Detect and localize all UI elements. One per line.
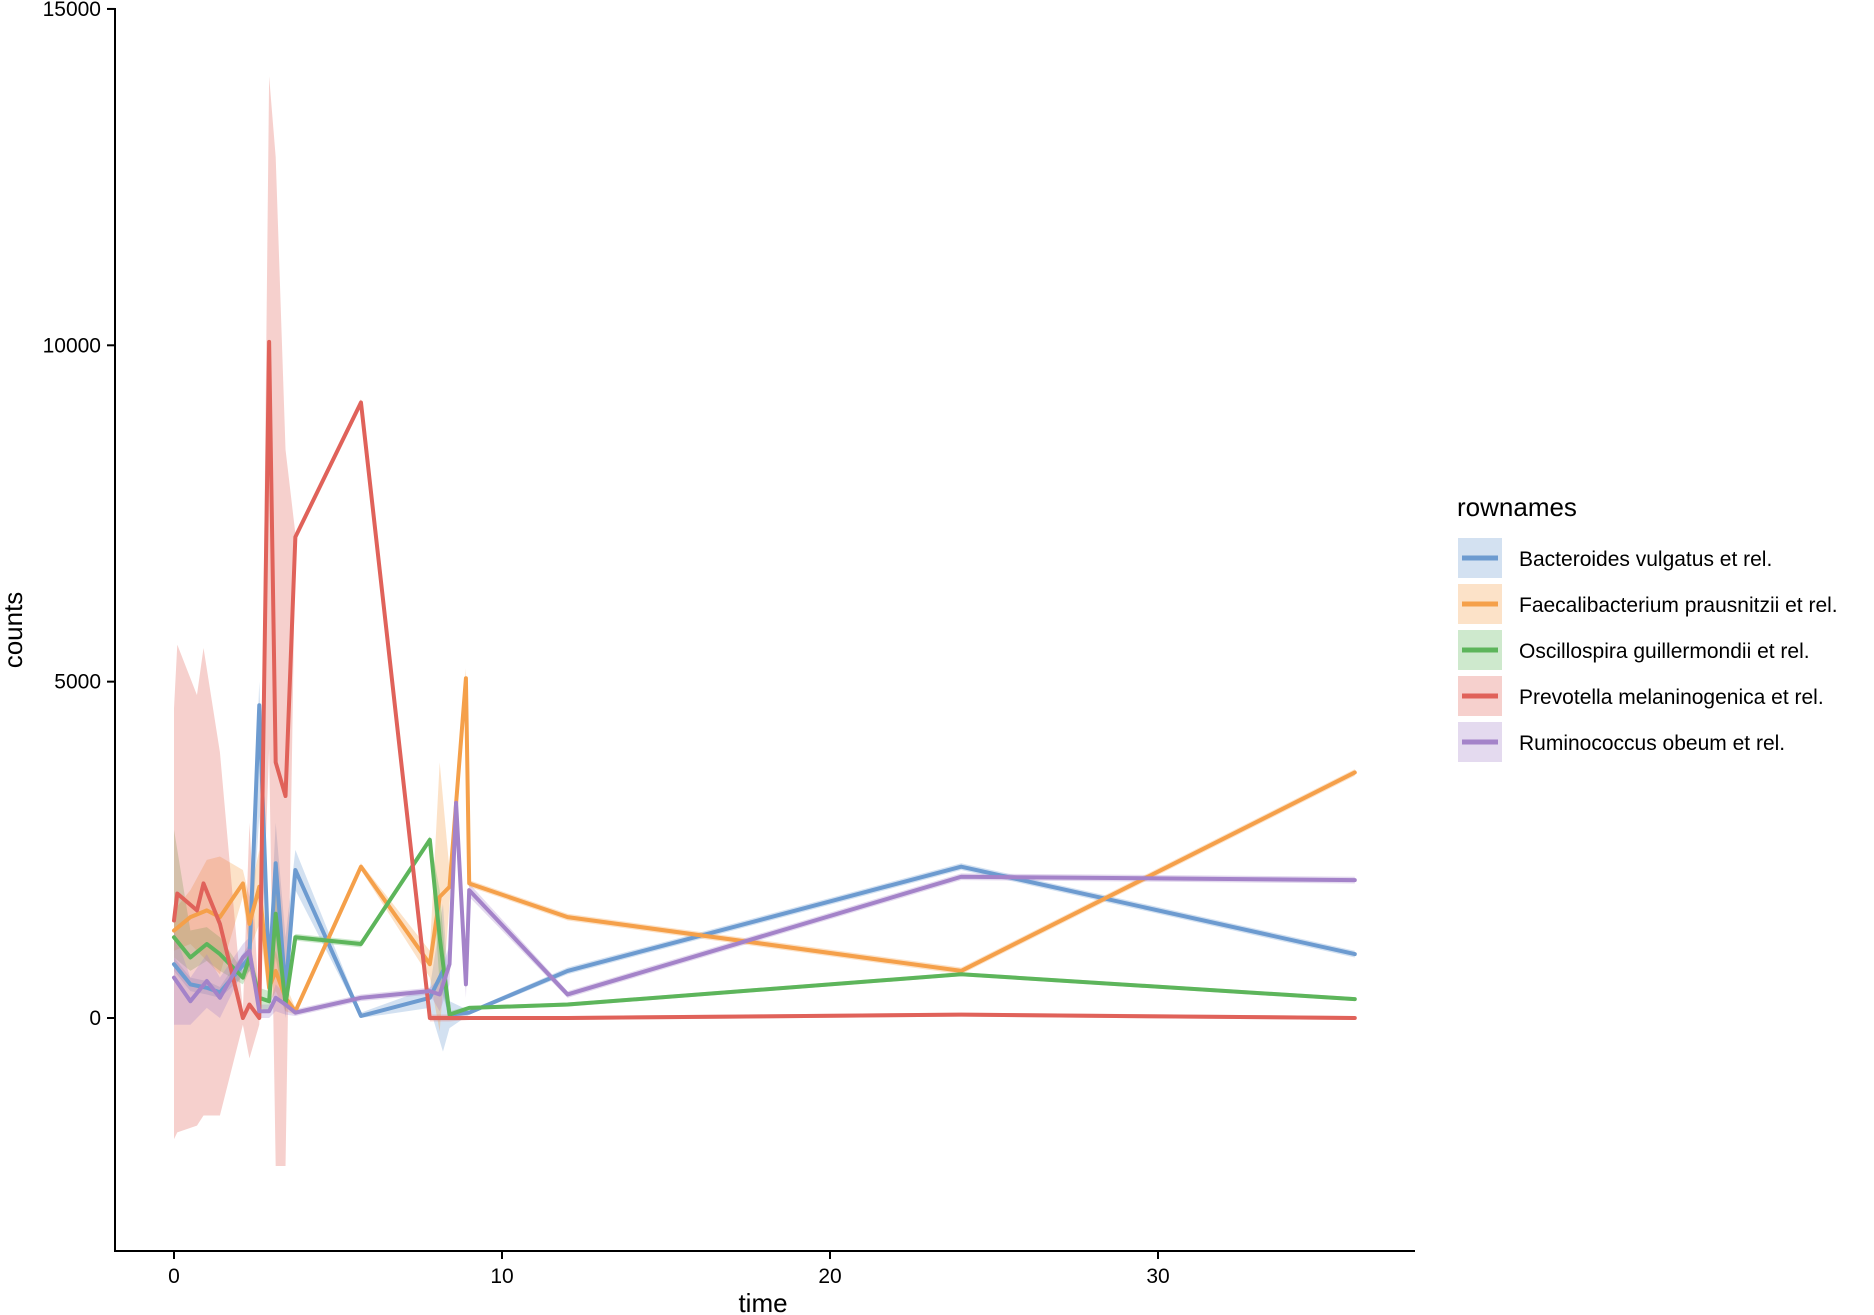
y-tick-label: 0 [89,1007,101,1030]
x-axis-title: time [738,1288,787,1315]
legend-item-ruminococcus: Ruminococcus obeum et rel. [1458,722,1785,762]
prevotella-series-line [172,339,1357,1020]
legend-item-oscillospira: Oscillospira guillermondii et rel. [1458,630,1810,670]
y-axis-title: counts [0,592,28,669]
confidence-bands [174,76,1355,1166]
legend-label: Oscillospira guillermondii et rel. [1519,640,1810,663]
x-tick-label: 20 [818,1265,841,1288]
legend: rownames Bacteroides vulgatus et rel. Fae… [1457,492,1838,762]
legend-item-bacteroides: Bacteroides vulgatus et rel. [1458,538,1772,578]
x-tick-label: 30 [1146,1265,1169,1288]
ruminococcus-series-line [172,800,1357,1015]
x-tick-label: 0 [168,1265,180,1288]
y-tick-label: 5000 [54,671,101,694]
legend-label: Bacteroides vulgatus et rel. [1519,548,1772,571]
y-axis-ticks: 0 5000 10000 15000 [43,0,115,1030]
legend-label: Prevotella melaninogenica et rel. [1519,686,1824,709]
legend-label: Ruminococcus obeum et rel. [1519,732,1785,755]
faecalibacterium-confidence-band [174,668,1355,1032]
series-lines [172,339,1357,1020]
x-tick-label: 10 [490,1265,513,1288]
legend-item-faecalibacterium: Faecalibacterium prausnitzii et rel. [1458,584,1838,624]
faecalibacterium-series-line [172,676,1357,1014]
y-tick-label: 10000 [43,334,101,357]
x-axis-ticks: 0 10 20 30 [168,1251,1170,1288]
legend-item-prevotella: Prevotella melaninogenica et rel. [1458,676,1824,716]
legend-title: rownames [1457,492,1577,522]
y-tick-label: 15000 [43,0,101,21]
legend-items: Bacteroides vulgatus et rel. Faecalibacte… [1458,538,1838,762]
legend-label: Faecalibacterium prausnitzii et rel. [1519,594,1838,617]
